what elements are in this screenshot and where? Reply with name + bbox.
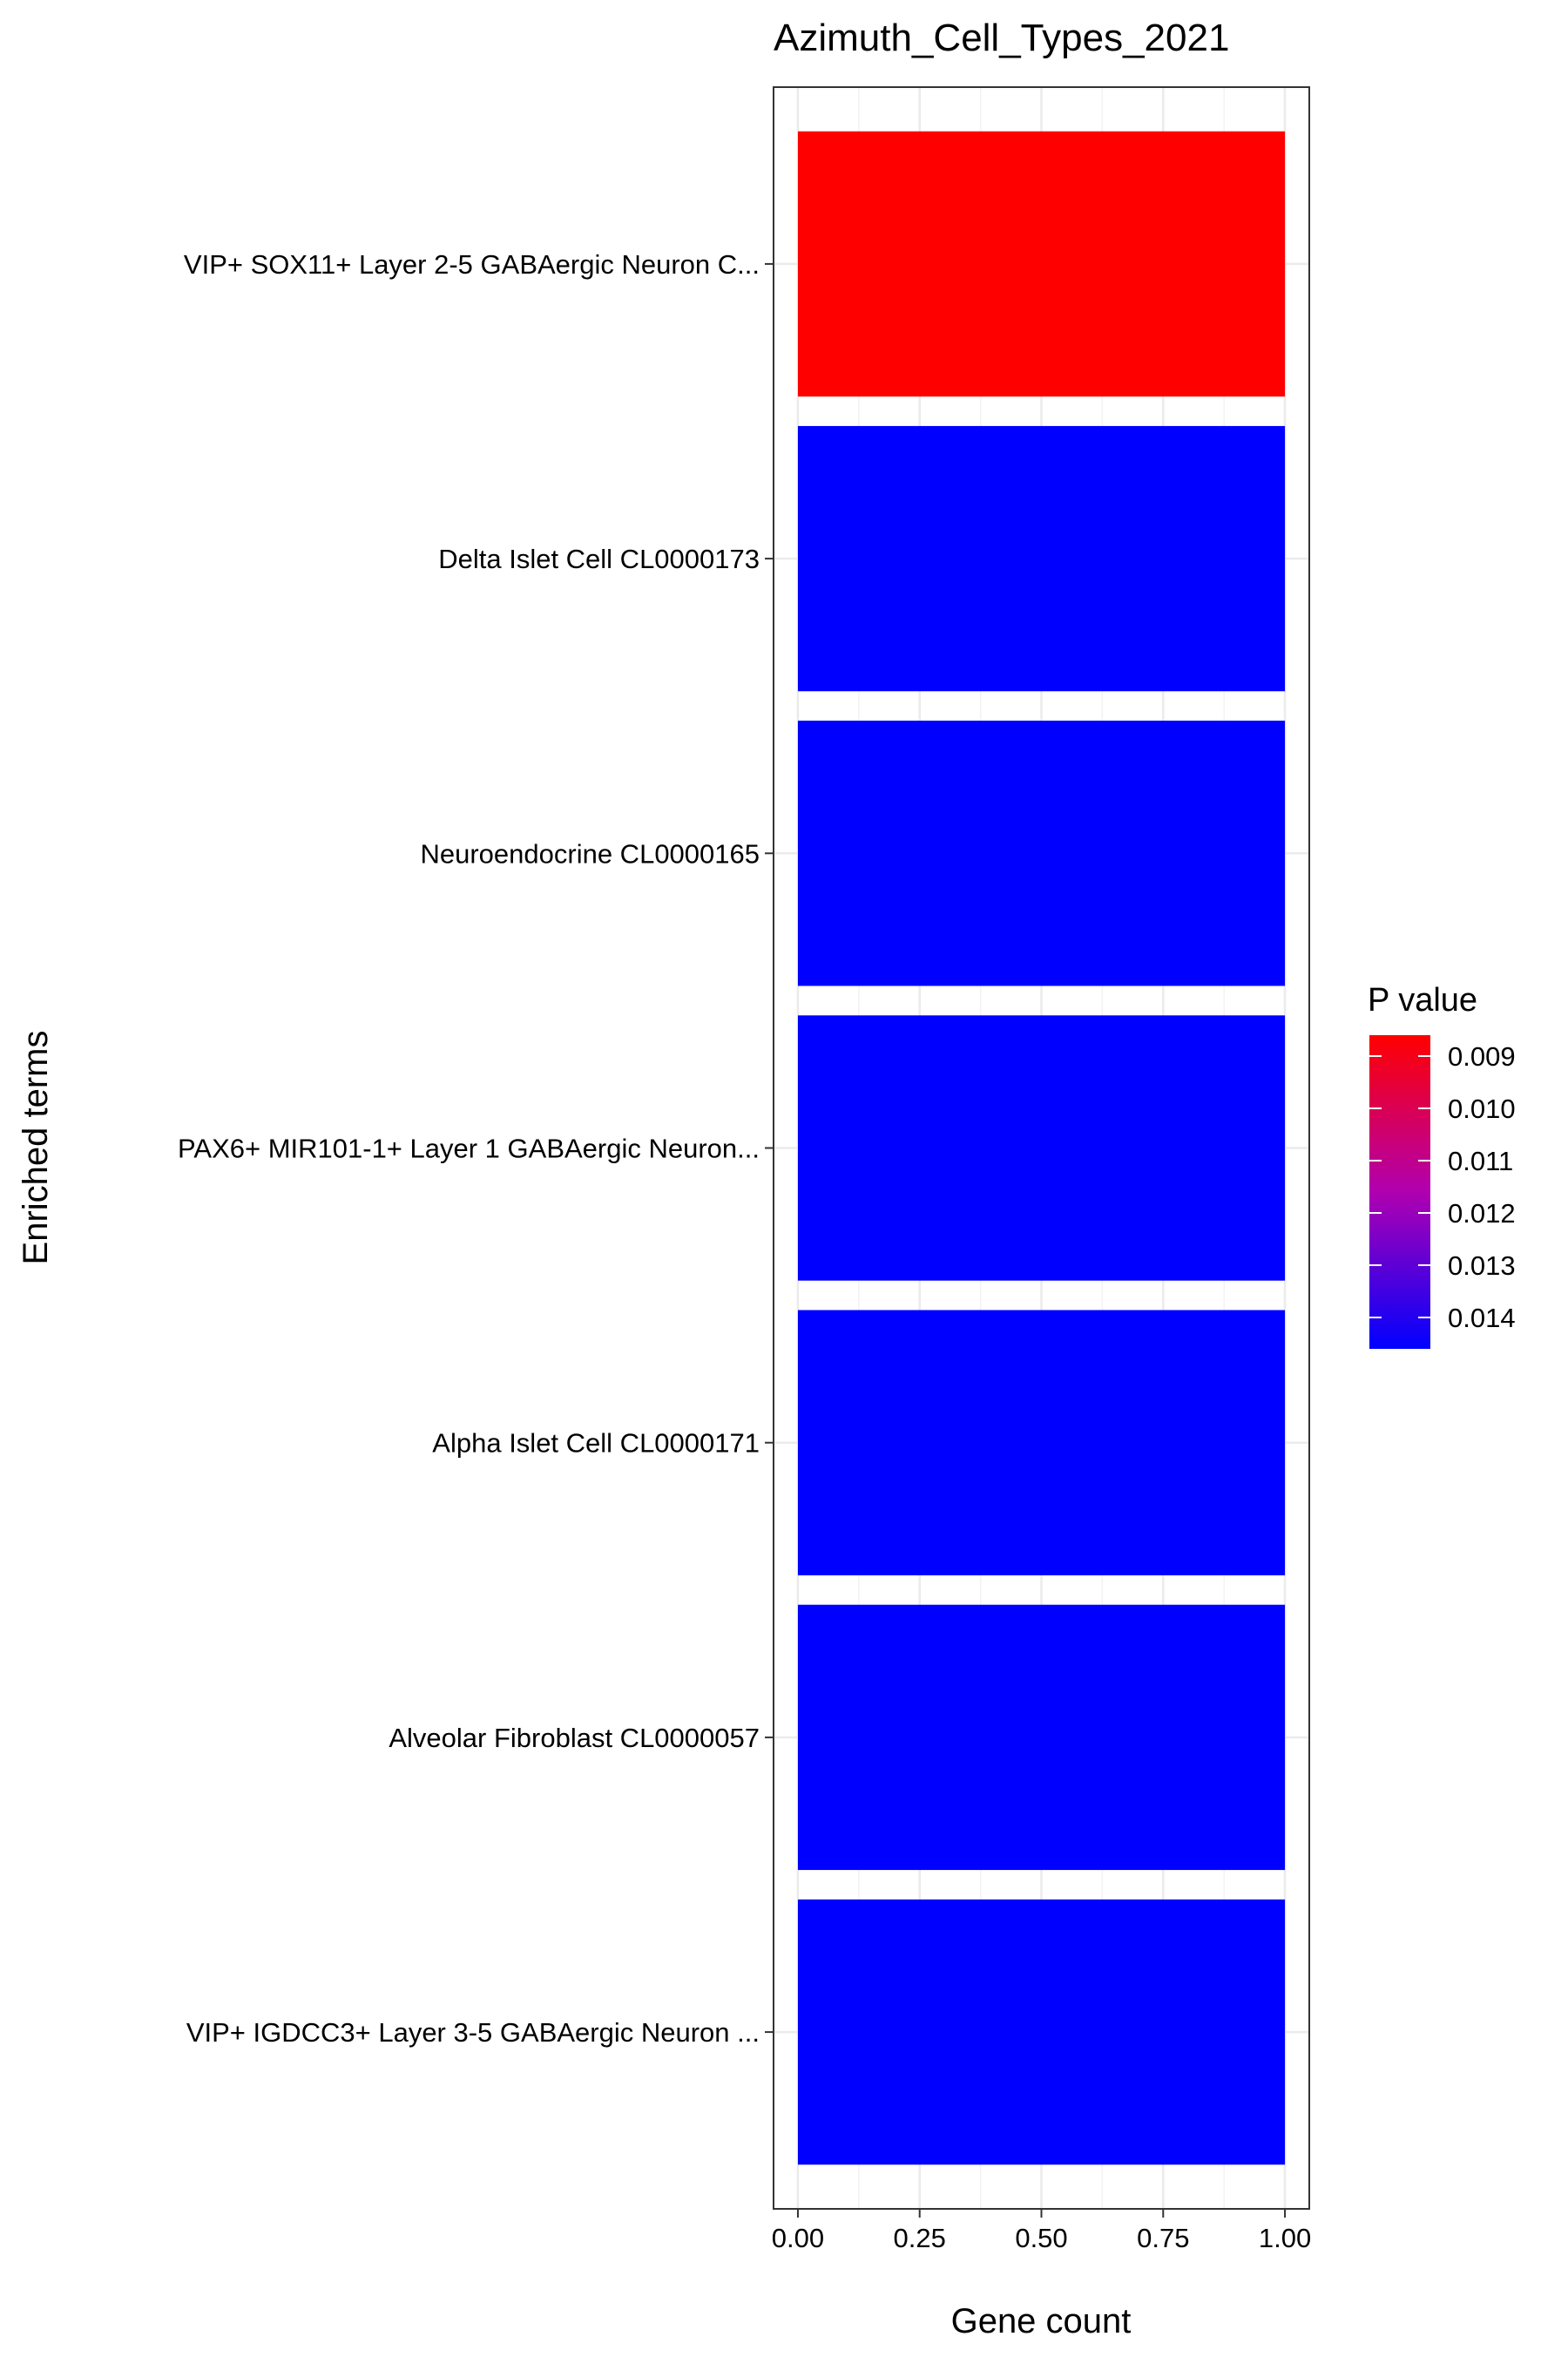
legend-colorbar: [1369, 1035, 1430, 1349]
y-axis: VIP+ SOX11+ Layer 2-5 GABAergic Neuron C…: [178, 249, 774, 2048]
legend-ticks: 0.009 0.010 0.011 0.012 0.013 0.014: [1369, 1041, 1516, 1333]
y-tick-label: Alveolar Fibroblast CL0000057: [389, 1723, 760, 1753]
legend-tick-label: 0.014: [1448, 1303, 1516, 1333]
y-tick-label: Delta Islet Cell CL0000173: [438, 544, 760, 574]
x-axis-title: Gene count: [951, 2302, 1132, 2340]
x-tick-label: 1.00: [1259, 2223, 1311, 2253]
bar: [797, 1015, 1286, 1281]
y-tick-label: PAX6+ MIR101-1+ Layer 1 GABAergic Neuron…: [178, 1134, 760, 1164]
x-tick-label: 0.25: [894, 2223, 946, 2253]
bar: [797, 721, 1286, 986]
legend-tick-label: 0.012: [1448, 1198, 1516, 1229]
legend-tick-label: 0.009: [1448, 1041, 1516, 1072]
y-tick-label: Alpha Islet Cell CL0000171: [432, 1428, 760, 1459]
y-tick-label: VIP+ IGDCC3+ Layer 3-5 GABAergic Neuron …: [186, 2017, 760, 2048]
bar: [797, 425, 1286, 692]
bar: [797, 1310, 1286, 1575]
y-axis-title: Enriched terms: [17, 1031, 55, 1265]
bar: [797, 1604, 1286, 1871]
chart-title: Azimuth_Cell_Types_2021: [774, 17, 1229, 59]
legend-title: P value: [1368, 982, 1477, 1019]
y-tick-label: Neuroendocrine CL0000165: [420, 838, 760, 869]
x-tick-label: 0.50: [1015, 2223, 1067, 2253]
x-axis: 0.00 0.25 0.50 0.75 1.00: [772, 2209, 1311, 2253]
x-tick-label: 0.00: [772, 2223, 824, 2253]
bar: [797, 1899, 1286, 2165]
legend: P value 0.009 0.010 0.011 0.012 0.013 0.014: [1368, 982, 1516, 1349]
bars: [797, 131, 1286, 2165]
legend-tick-label: 0.013: [1448, 1250, 1516, 1281]
x-tick-label: 0.75: [1137, 2223, 1189, 2253]
legend-tick-label: 0.010: [1448, 1094, 1516, 1124]
legend-tick-label: 0.011: [1448, 1146, 1513, 1176]
y-tick-label: VIP+ SOX11+ Layer 2-5 GABAergic Neuron C…: [184, 249, 760, 280]
bar: [797, 131, 1286, 397]
